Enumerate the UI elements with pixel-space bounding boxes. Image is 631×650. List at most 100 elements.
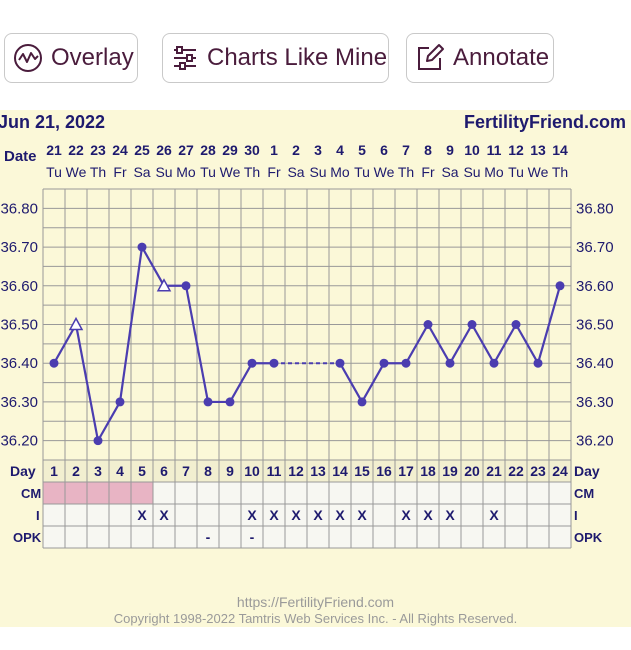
date-label: 24 — [112, 142, 128, 158]
day-number: 21 — [486, 463, 502, 479]
temperature-point — [247, 358, 257, 368]
charts-like-mine-label: Charts Like Mine — [207, 44, 388, 71]
date-label: 22 — [68, 142, 84, 158]
y-tick-label-right: 36.50 — [576, 317, 614, 334]
date-row-label: Date — [4, 148, 37, 165]
date-label: 25 — [134, 142, 150, 158]
temperature-point — [555, 281, 565, 291]
date-label: 1 — [270, 142, 278, 158]
temperature-line-segment — [53, 323, 77, 364]
day-number: 4 — [116, 463, 124, 479]
weekday-label: Mo — [330, 164, 350, 180]
intercourse-mark: X — [269, 507, 279, 523]
y-tick-label-right: 36.80 — [576, 200, 614, 217]
day-number: 10 — [244, 463, 260, 479]
opk-mark: - — [250, 529, 255, 545]
y-tick-label-right: 36.60 — [576, 278, 614, 295]
y-tick-label-left: 36.70 — [0, 239, 38, 256]
temperature-line-segment — [427, 323, 451, 364]
weekday-label: Th — [244, 164, 260, 180]
temperature-line-segment — [536, 285, 562, 364]
day-number: 12 — [288, 463, 304, 479]
temperature-point — [335, 358, 345, 368]
temperature-point — [445, 358, 455, 368]
overlay-button[interactable]: Overlay — [4, 33, 138, 83]
temperature-line-segment — [141, 246, 165, 287]
y-tick-label-right: 36.40 — [576, 355, 614, 372]
y-tick-label-right: 36.70 — [576, 239, 614, 256]
opk-mark: - — [206, 529, 211, 545]
intercourse-mark: X — [137, 507, 147, 523]
chart-date-title: Jun 21, 2022 — [0, 112, 105, 132]
temperature-point — [93, 436, 103, 446]
temperature-point — [269, 358, 279, 368]
day-number: 24 — [552, 463, 568, 479]
intercourse-mark: X — [247, 507, 257, 523]
temperature-point-open — [156, 278, 172, 292]
intercourse-mark: X — [423, 507, 433, 523]
date-label: 27 — [178, 142, 194, 158]
day-number: 3 — [94, 463, 102, 479]
date-label: 23 — [90, 142, 106, 158]
weekday-label: Tu — [508, 164, 524, 180]
weekday-label: Th — [90, 164, 106, 180]
date-label: 28 — [200, 142, 216, 158]
toolbar: Overlay Charts Like Mine Annotate — [0, 0, 631, 110]
y-tick-label-left: 36.80 — [0, 200, 38, 217]
date-label: 29 — [222, 142, 238, 158]
temperature-point — [203, 397, 213, 407]
day-row-label-right: Day — [574, 463, 600, 479]
weekday-label: Tu — [354, 164, 370, 180]
day-number: 1 — [50, 463, 58, 479]
temperature-line-segment — [361, 362, 385, 403]
date-label: 13 — [530, 142, 546, 158]
date-label: 30 — [244, 142, 260, 158]
temperature-line-segment — [449, 323, 473, 364]
temperature-point — [489, 358, 499, 368]
day-number: 18 — [420, 463, 436, 479]
y-tick-label-left: 36.40 — [0, 355, 38, 372]
temperature-point — [137, 242, 147, 252]
temperature-point — [423, 320, 433, 329]
temperature-line-segment — [471, 323, 495, 364]
annotate-button[interactable]: Annotate — [406, 33, 554, 83]
intercourse-mark: X — [335, 507, 345, 523]
y-tick-label-left: 36.50 — [0, 317, 38, 334]
temperature-line-segment — [515, 323, 539, 364]
temperature-point — [467, 320, 477, 329]
day-number: 17 — [398, 463, 414, 479]
footer-copyright: Copyright 1998-2022 Tamtris Web Services… — [113, 611, 518, 626]
day-number: 13 — [310, 463, 326, 479]
y-tick-label-right: 36.20 — [576, 433, 614, 450]
date-label: 3 — [314, 142, 322, 158]
intercourse-mark: X — [401, 507, 411, 523]
date-label: 9 — [446, 142, 454, 158]
cm-row-label: CM — [21, 486, 41, 501]
weekday-label: Mo — [484, 164, 504, 180]
date-label: 2 — [292, 142, 300, 158]
date-label: 11 — [487, 142, 502, 158]
cm-highlight-cell — [43, 482, 65, 504]
edit-icon — [418, 44, 444, 70]
date-label: 4 — [336, 142, 344, 158]
cm-row-label-right: CM — [574, 486, 594, 501]
weekday-label: Sa — [133, 164, 150, 180]
weekday-label: Th — [552, 164, 568, 180]
intercourse-mark: X — [357, 507, 367, 523]
annotate-label: Annotate — [453, 44, 550, 71]
date-label: 26 — [156, 142, 172, 158]
cm-highlight-cell — [109, 482, 131, 504]
temperature-point-open — [68, 316, 84, 331]
day-number: 8 — [204, 463, 212, 479]
cm-highlight-cell — [87, 482, 109, 504]
date-label: 6 — [380, 142, 388, 158]
day-number: 22 — [508, 463, 524, 479]
chart-svg: Jun 21, 2022 FertilityFriend.com 36.80 36… — [0, 112, 626, 549]
temperature-line-segment — [74, 324, 100, 441]
day-number: 2 — [72, 463, 80, 479]
i-row-label-right: I — [574, 508, 578, 523]
charts-like-mine-button[interactable]: Charts Like Mine — [162, 33, 389, 83]
footer-url: https://FertilityFriend.com — [236, 594, 395, 610]
temperature-point — [379, 358, 389, 368]
weekday-label: We — [374, 164, 395, 180]
